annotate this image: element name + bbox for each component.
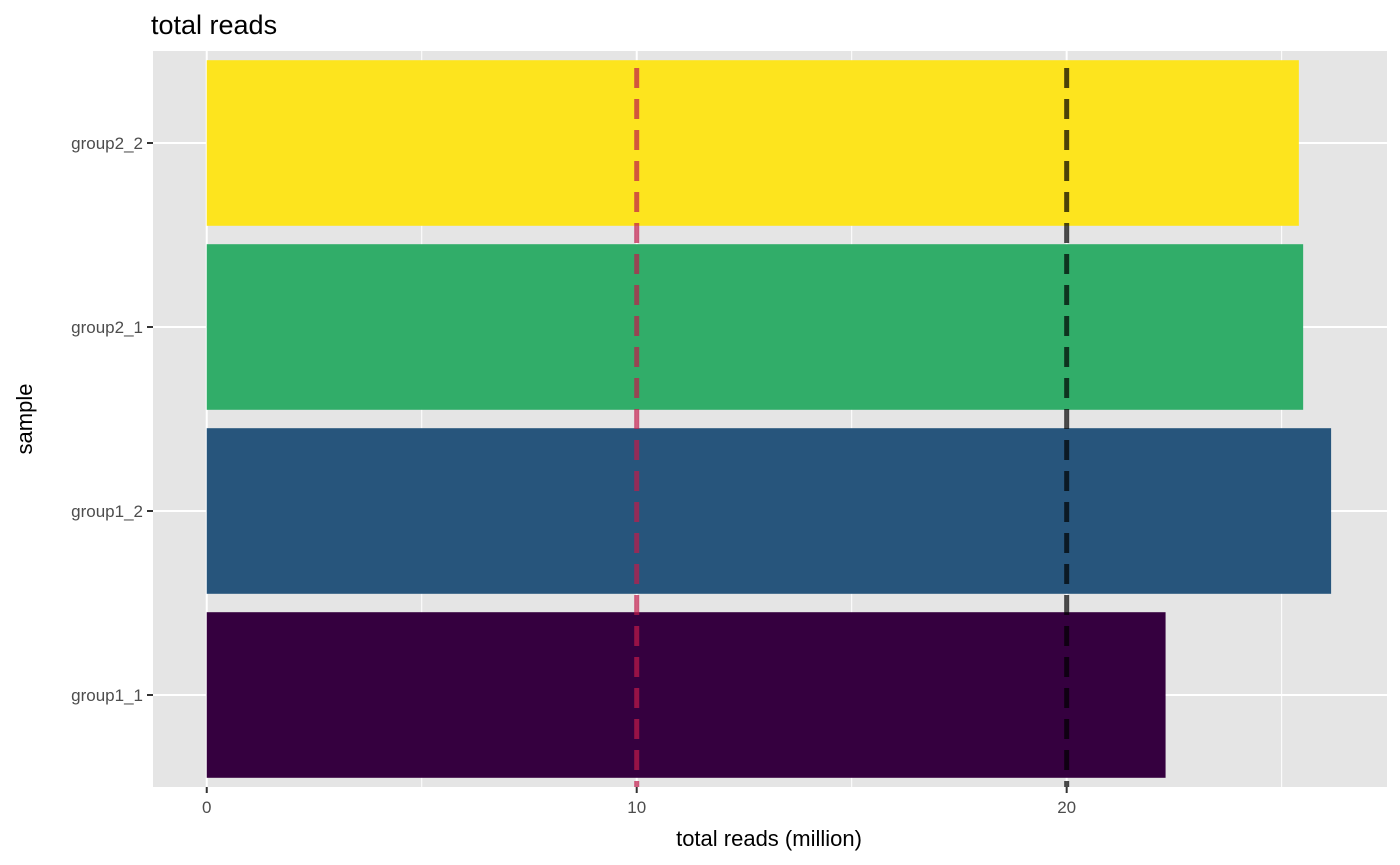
bar-group2_2 [206, 60, 1299, 226]
x-axis-title: total reads (million) [676, 826, 862, 851]
chart-title: total reads [151, 10, 277, 40]
bar-group1_1 [206, 612, 1166, 778]
x-tick-label: 10 [627, 798, 646, 817]
bars [206, 60, 1332, 778]
bar-group2_1 [206, 244, 1304, 410]
y-tick-label: group2_2 [71, 134, 143, 153]
y-axis: group1_1 group1_2 group2_1 group2_2 [71, 134, 153, 705]
y-tick-label: group1_1 [71, 686, 143, 705]
y-tick-label: group1_2 [71, 502, 143, 521]
x-tick-label: 20 [1057, 798, 1076, 817]
y-tick-label: group2_1 [71, 318, 143, 337]
bar-group1_2 [206, 428, 1332, 594]
reference-lines [634, 68, 1070, 787]
y-axis-title: sample [12, 384, 37, 455]
x-tick-label: 0 [202, 798, 211, 817]
x-axis: 0 10 20 [202, 787, 1076, 817]
